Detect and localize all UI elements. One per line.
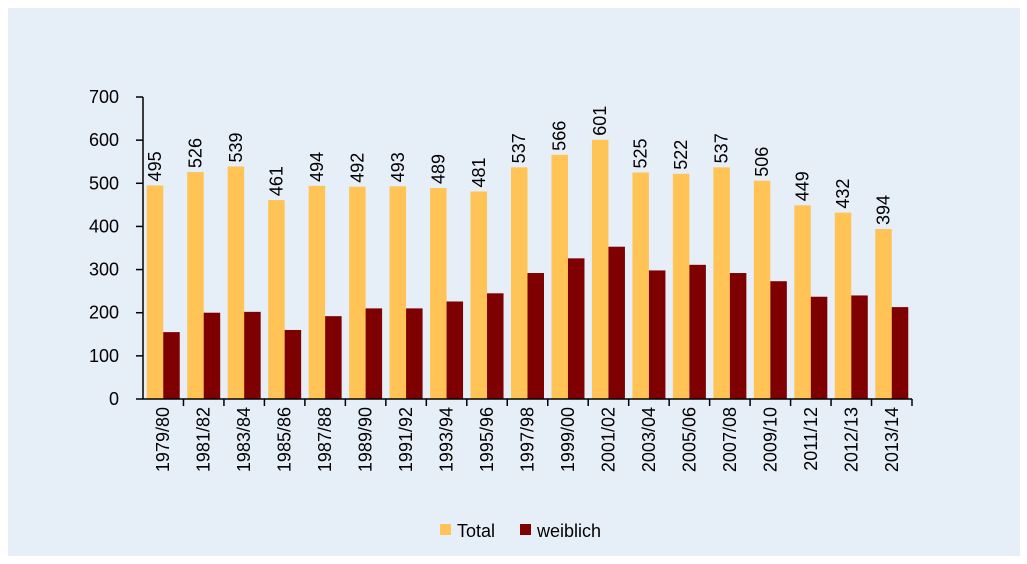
x-tick-label: 1993/94 (437, 407, 457, 472)
x-tick-label: 2007/08 (720, 407, 740, 472)
bar (648, 270, 666, 399)
bar (689, 264, 706, 399)
y-tick-label: 600 (89, 130, 119, 150)
value-label: 495 (145, 151, 165, 181)
value-label: 566 (550, 121, 570, 151)
y-tick-label: 500 (89, 173, 119, 193)
bar (146, 185, 164, 399)
bar (591, 139, 609, 399)
bar (487, 293, 504, 399)
bar (632, 172, 649, 399)
y-tick-label: 200 (89, 303, 119, 323)
x-tick-label: 1979/80 (153, 407, 173, 472)
bar (851, 295, 868, 399)
bar (203, 312, 221, 399)
value-label: 537 (712, 133, 732, 163)
bar (672, 173, 690, 399)
bar (608, 246, 625, 399)
x-tick-label: 1997/98 (518, 407, 538, 472)
bar (365, 308, 383, 399)
bar (567, 258, 585, 399)
bar (527, 273, 544, 399)
y-tick-label: 400 (89, 216, 119, 236)
x-tick-label: 1991/92 (396, 407, 416, 472)
legend-label: Total (457, 521, 495, 541)
x-tick-label: 1999/00 (558, 407, 578, 472)
value-label: 432 (833, 179, 853, 209)
bar (163, 332, 180, 399)
x-tick-label: 2009/10 (760, 407, 780, 472)
bar (753, 180, 771, 399)
legend-swatch (440, 524, 451, 535)
y-tick-label: 100 (89, 346, 119, 366)
y-tick-label: 300 (89, 260, 119, 280)
x-tick-label: 1981/82 (194, 407, 214, 472)
x-tick-label: 1985/86 (275, 407, 295, 472)
bar (268, 200, 285, 399)
x-tick-label: 2005/06 (679, 407, 699, 472)
value-label: 494 (307, 152, 327, 182)
value-label: 461 (266, 166, 286, 196)
value-label: 493 (388, 152, 408, 182)
bar (430, 188, 447, 399)
value-label: 481 (469, 157, 489, 187)
bar (794, 205, 811, 399)
bar (227, 166, 245, 399)
bar (389, 186, 407, 399)
value-label: 539 (226, 132, 246, 162)
value-label: 522 (671, 140, 691, 170)
bar (875, 229, 892, 399)
x-tick-label: 1995/96 (477, 407, 497, 472)
y-tick-label: 700 (89, 87, 119, 107)
legend-label: weiblich (536, 521, 601, 541)
bar (325, 316, 342, 399)
value-label: 394 (874, 195, 894, 225)
value-label: 537 (509, 133, 529, 163)
value-label: 506 (752, 147, 772, 177)
bar (770, 281, 787, 399)
x-tick-label: 1989/90 (356, 407, 376, 472)
bar (349, 186, 366, 399)
bar (729, 273, 747, 399)
bar (244, 311, 261, 399)
bar (810, 296, 828, 399)
bar (511, 167, 528, 399)
bar (713, 167, 730, 399)
value-label: 601 (590, 106, 610, 136)
value-label: 449 (793, 171, 813, 201)
bar (308, 185, 326, 399)
bar (187, 172, 204, 399)
x-tick-label: 2003/04 (639, 407, 659, 472)
bar (284, 329, 302, 399)
x-tick-label: 2001/02 (598, 407, 618, 472)
y-tick-label: 0 (109, 389, 119, 409)
value-label: 489 (428, 154, 448, 184)
value-label: 526 (185, 138, 205, 168)
bar (891, 307, 909, 399)
legend-swatch (520, 524, 531, 535)
bar (406, 308, 423, 399)
bar (834, 212, 852, 399)
value-label: 525 (631, 138, 651, 168)
bar (446, 301, 464, 399)
x-tick-label: 2013/14 (882, 407, 902, 472)
x-tick-label: 2011/12 (801, 407, 821, 471)
x-tick-label: 2012/13 (841, 407, 861, 472)
x-tick-label: 1983/84 (234, 407, 254, 472)
value-label: 492 (347, 153, 367, 183)
bar (470, 191, 488, 399)
x-tick-label: 1987/88 (315, 407, 335, 472)
bar (551, 154, 568, 399)
